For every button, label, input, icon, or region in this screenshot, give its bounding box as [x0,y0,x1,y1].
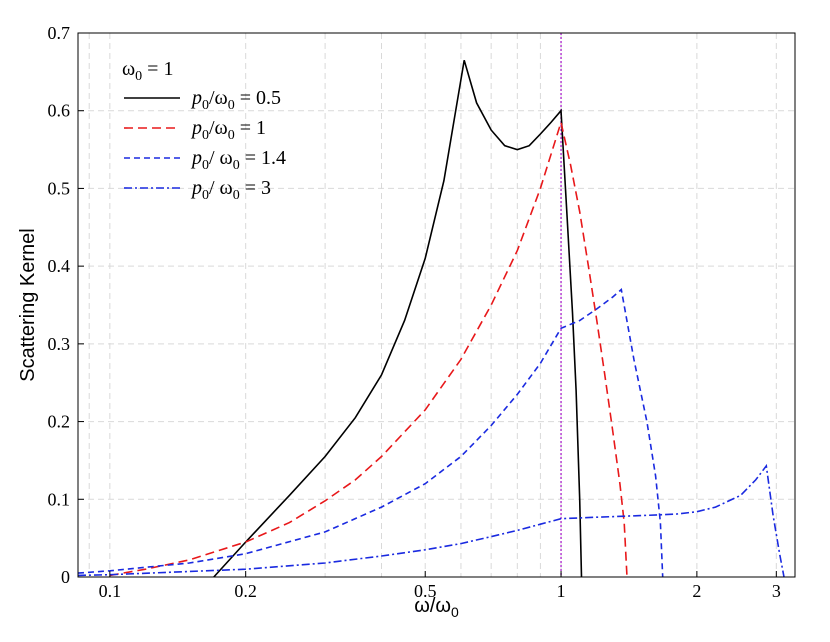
y-tick-label: 0.2 [48,412,71,432]
x-axis-label: ω/ω0 [414,595,459,620]
x-tick-label: 0.5 [414,581,437,601]
x-tick-label: 3 [772,581,781,601]
y-axis-label: Scattering Kernel [17,228,39,381]
legend: ω0 = 1 p0/ω0 = 0.5p0/ω0 = 1p0/ ω0 = 1.4p… [122,58,286,203]
y-tick-label: 0.4 [48,256,71,276]
legend-label-4: p0/ ω0 = 3 [190,177,271,203]
series-line-4 [77,463,785,578]
series-line-1 [213,59,583,578]
legend-entries: p0/ω0 = 0.5 p0/ω0 = 1 p0/ ω0 = 1.4 p0/ ω0 =… [124,87,286,203]
legend-label-2: p0/ω0 = 1 [190,117,266,143]
y-tick-label: 0.5 [48,178,71,198]
legend-label-3: p0/ ω0 = 1.4 [190,147,286,173]
legend-label-1: p0/ω0 = 0.5 [190,87,281,113]
y-tick-label: 0.6 [48,101,71,121]
y-tick-label: 0.7 [48,23,71,43]
x-tick-label: 1 [557,581,566,601]
y-axis-ticks: 0 0.1 0.2 0.3 0.4 0.5 0.6 0.7 [48,23,84,587]
legend-header: ω0 = 1 [122,58,173,84]
grid [78,32,795,578]
x-tick-label: 0.2 [234,581,257,601]
x-tick-label: 2 [692,581,701,601]
plot-frame [77,32,796,578]
y-tick-label: 0 [61,567,70,587]
y-tick-label: 0.1 [48,489,71,509]
series-layer [77,59,785,578]
x-axis-ticks: 0.1 0.2 0.5 1 2 3 [99,571,781,601]
series-line-2 [109,119,628,578]
series-line-3 [77,287,664,578]
x-tick-label: 0.1 [99,581,122,601]
y-tick-label: 0.3 [48,334,71,354]
